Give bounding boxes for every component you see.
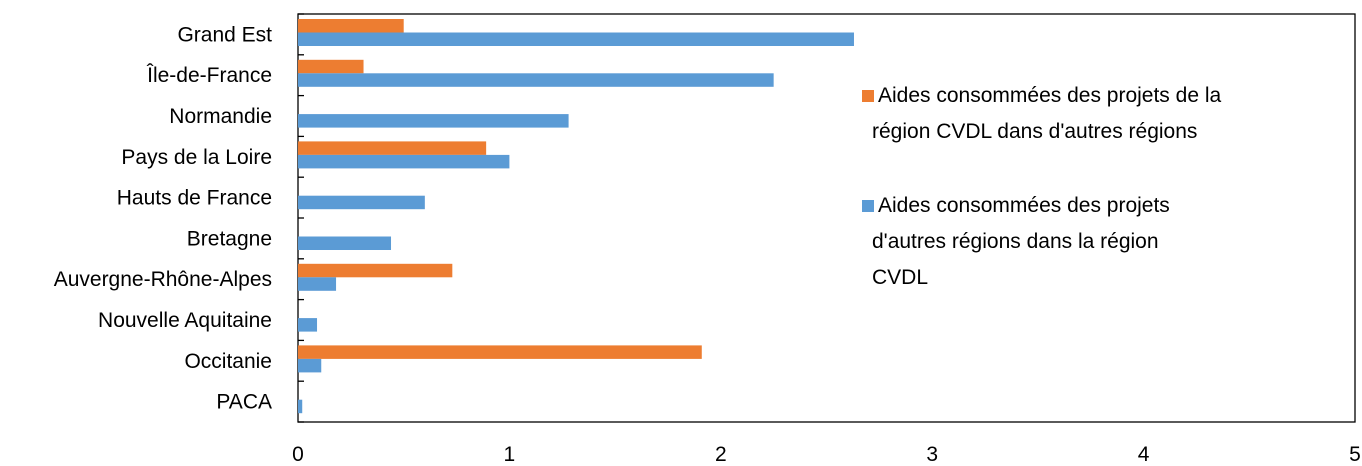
bar-series1-8 <box>298 345 702 359</box>
bar-series2-7 <box>298 318 318 332</box>
x-tick-label: 0 <box>292 443 304 466</box>
category-label: Île-de-France <box>146 64 272 87</box>
bar-series1-6 <box>298 263 453 278</box>
category-label: Grand Est <box>177 23 272 46</box>
legend-swatch-1 <box>862 90 874 102</box>
category-label: Occitanie <box>184 350 272 373</box>
x-tick-label: 1 <box>504 443 516 466</box>
x-tick-label: 3 <box>926 443 938 466</box>
bar-series2-1 <box>298 73 774 87</box>
x-tick-label: 2 <box>715 443 727 466</box>
category-label: Nouvelle Aquitaine <box>98 309 272 332</box>
legend-swatch-2 <box>862 200 874 212</box>
bar-series2-3 <box>298 154 510 169</box>
bar-series1-0 <box>298 19 404 33</box>
category-label: Bretagne <box>187 227 272 250</box>
x-tick-label: 5 <box>1349 443 1361 466</box>
legend-label-1: région CVDL dans d'autres régions <box>872 120 1197 143</box>
bar-series2-6 <box>298 277 337 291</box>
x-tick-label: 4 <box>1138 443 1150 466</box>
bar-series2-4 <box>298 195 425 210</box>
legend-label-2: d'autres régions dans la région <box>872 230 1159 253</box>
bar-series2-9 <box>298 399 303 414</box>
category-label: Normandie <box>169 105 272 128</box>
legend-label-1: Aides consommées des projets de la <box>878 84 1221 107</box>
category-label: Auvergne-Rhône-Alpes <box>54 268 272 291</box>
legend-label-2: Aides consommées des projets <box>878 194 1170 217</box>
category-label: PACA <box>216 391 272 414</box>
category-label: Hauts de France <box>117 187 272 210</box>
bar-series2-5 <box>298 236 392 250</box>
bar-series2-2 <box>298 114 569 128</box>
bar-series2-8 <box>298 358 322 373</box>
bar-series2-0 <box>298 32 854 46</box>
legend-label-2: CVDL <box>872 266 928 289</box>
bar-series1-1 <box>298 59 364 74</box>
category-label: Pays de la Loire <box>121 146 272 169</box>
bar-series1-3 <box>298 141 487 155</box>
